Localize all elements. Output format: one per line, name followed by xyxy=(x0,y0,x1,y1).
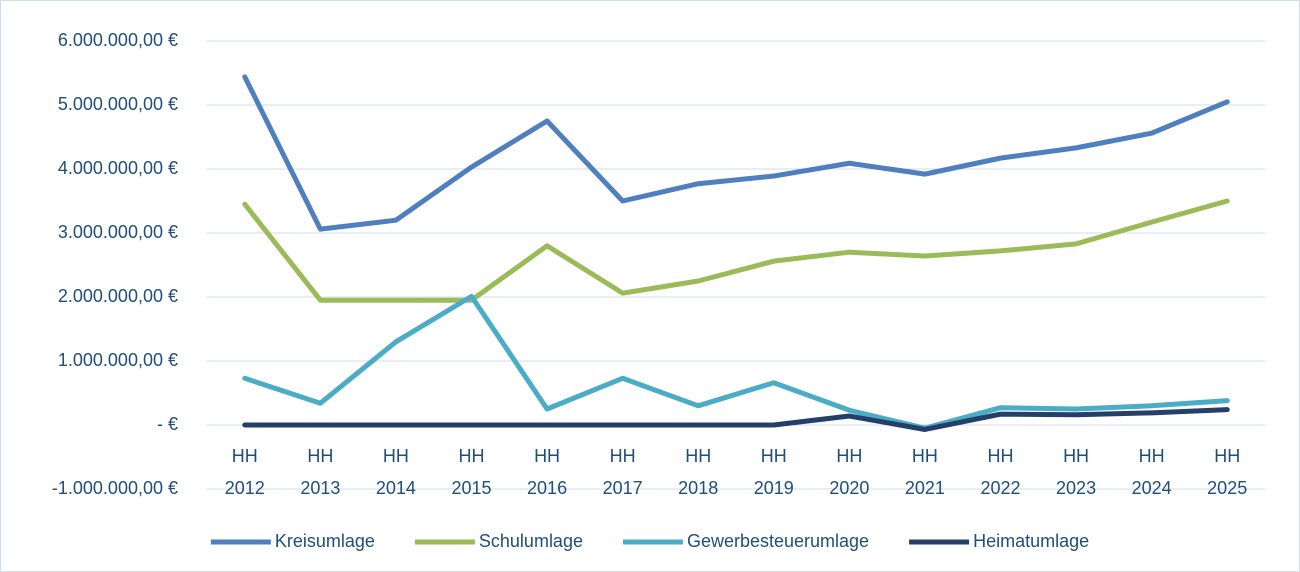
y-tick-label: 2.000.000,00 € xyxy=(58,286,178,306)
y-tick-label: 4.000.000,00 € xyxy=(58,158,178,178)
legend-label: Schulumlage xyxy=(479,531,583,551)
legend-label: Gewerbesteuerumlage xyxy=(687,531,869,551)
x-tick-label: HH 2018 xyxy=(678,446,719,498)
x-tick-label: HH 2022 xyxy=(980,446,1021,498)
x-tick-label: HH 2025 xyxy=(1207,446,1248,498)
y-tick-label: - € xyxy=(157,414,178,434)
x-tick-label: HH 2021 xyxy=(904,446,945,498)
y-tick-label: 5.000.000,00 € xyxy=(58,94,178,114)
series-line xyxy=(242,198,1230,303)
x-tick-label: HH 2013 xyxy=(300,446,341,498)
y-tick-label: 1.000.000,00 € xyxy=(58,350,178,370)
x-tick-label: HH 2012 xyxy=(224,446,265,498)
y-tick-label: -1.000.000,00 € xyxy=(52,478,178,498)
series-line xyxy=(242,74,1230,232)
x-tick-label: HH 2014 xyxy=(375,446,416,498)
legend-label: Heimatumlage xyxy=(973,531,1089,551)
x-tick-label: HH 2020 xyxy=(829,446,870,498)
y-tick-label: 6.000.000,00 € xyxy=(58,30,178,50)
x-tick-label: HH 2024 xyxy=(1131,446,1172,498)
x-tick-label: HH 2016 xyxy=(527,446,568,498)
x-tick-label: HH 2015 xyxy=(451,446,492,498)
series-line xyxy=(242,407,1230,432)
x-tick-label: HH 2017 xyxy=(602,446,643,498)
series-line xyxy=(242,293,1230,431)
legend-label: Kreisumlage xyxy=(275,531,375,551)
x-tick-label: HH 2019 xyxy=(753,446,794,498)
x-tick-label: HH 2023 xyxy=(1056,446,1097,498)
y-tick-label: 3.000.000,00 € xyxy=(58,222,178,242)
